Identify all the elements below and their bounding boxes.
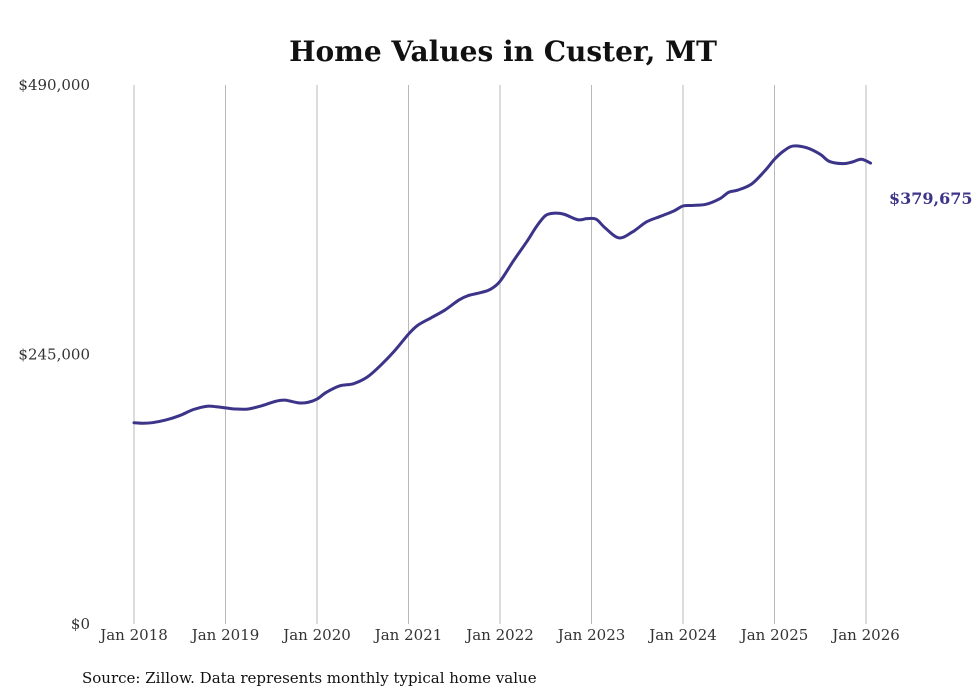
x-tick-label: Jan 2019: [190, 626, 260, 644]
end-value-label: $379,675: [889, 189, 973, 208]
series-layer: [132, 144, 873, 425]
x-tick-label: Jan 2018: [98, 626, 168, 644]
x-tick-label: Jan 2025: [739, 626, 809, 644]
source-note: Source: Zillow. Data represents monthly …: [82, 669, 537, 687]
x-tick-label: Jan 2020: [281, 626, 351, 644]
y-tick-label: $0: [71, 615, 90, 633]
x-tick-label: Jan 2024: [647, 626, 717, 644]
x-tick-label: Jan 2026: [830, 626, 900, 644]
x-tick-label: Jan 2022: [464, 626, 534, 644]
grid-layer: [133, 85, 867, 624]
x-tick-label: Jan 2021: [373, 626, 443, 644]
y-tick-label: $245,000: [18, 346, 90, 364]
y-tick-label: $490,000: [18, 76, 90, 94]
series-line-home-value: [132, 144, 873, 425]
x-tick-label: Jan 2023: [556, 626, 626, 644]
y-axis: $0 $245,000 $490,000: [18, 76, 90, 633]
chart-title: Home Values in Custer, MT: [289, 35, 717, 68]
x-axis: Jan 2018 Jan 2019 Jan 2020 Jan 2021 Jan 2022…: [98, 626, 900, 644]
